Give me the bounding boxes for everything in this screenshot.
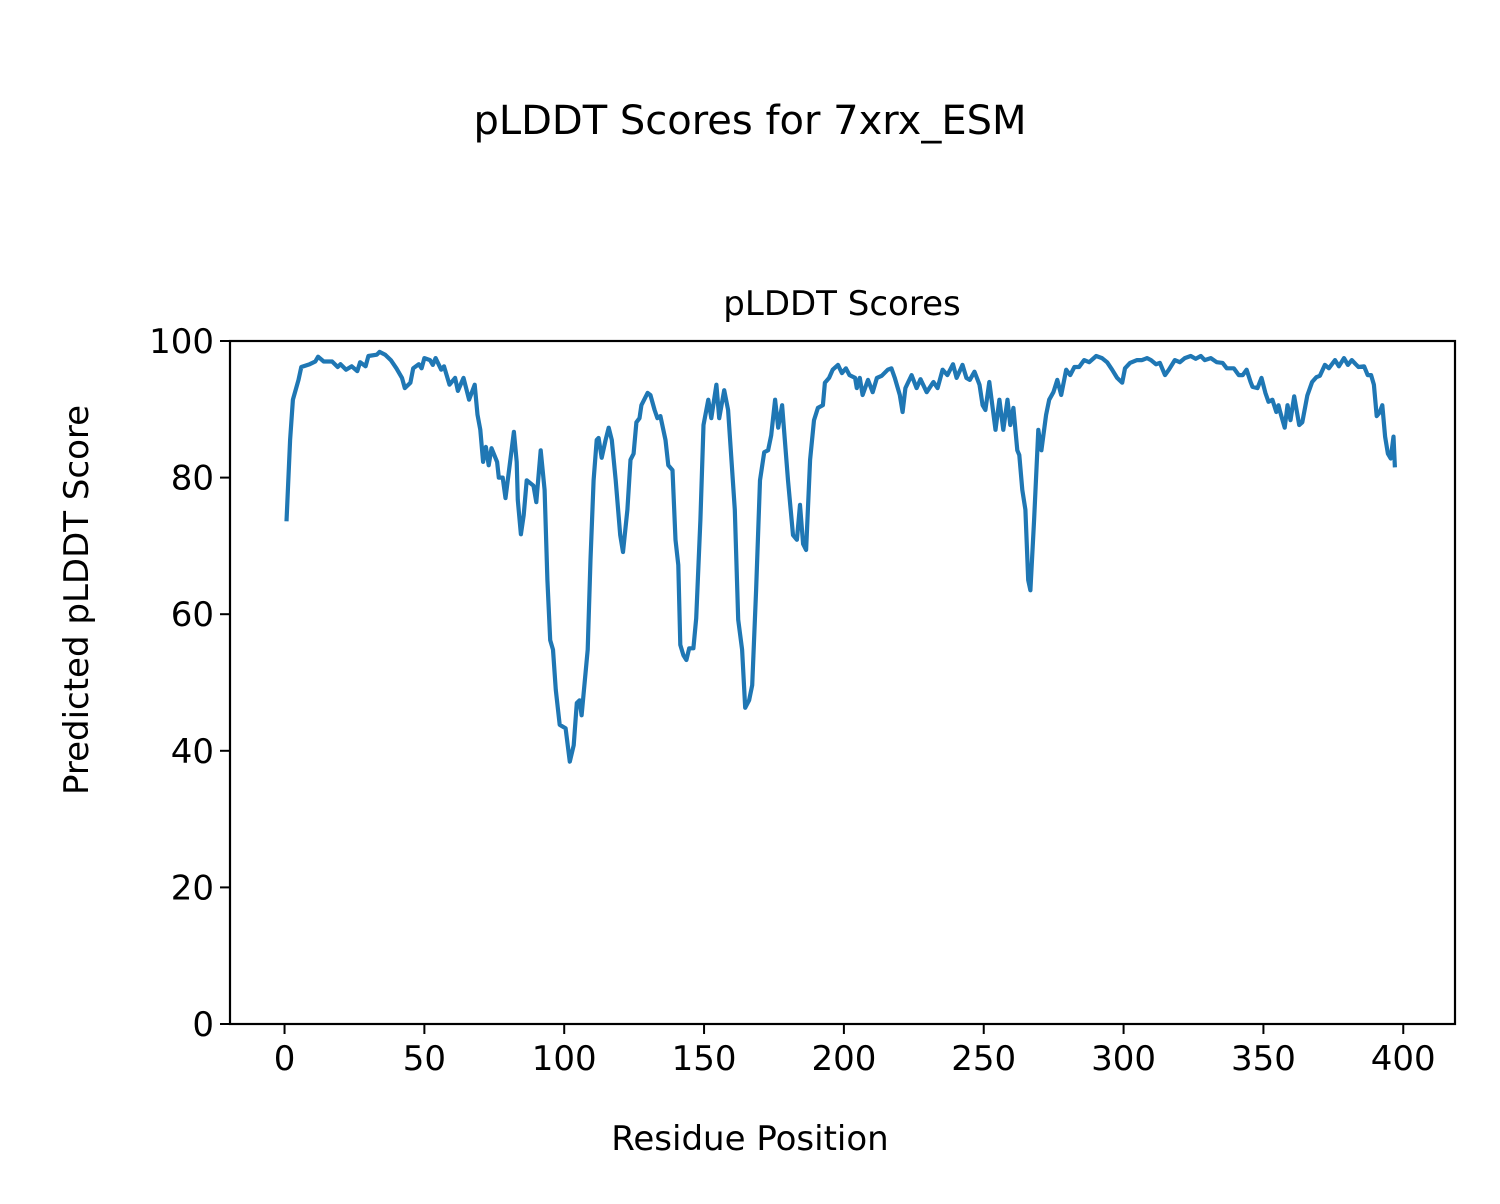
x-tick-label: 300 xyxy=(1091,1039,1156,1079)
y-tick-label: 60 xyxy=(171,595,214,635)
y-tick-label: 100 xyxy=(149,322,214,362)
figure-title: pLDDT Scores for 7xrx_ESM xyxy=(473,98,1026,144)
y-axis-label: Predicted pLDDT Score xyxy=(57,405,97,795)
y-tick-label: 20 xyxy=(171,868,214,908)
axes-title: pLDDT Scores xyxy=(723,284,960,324)
plot-area xyxy=(284,349,1397,764)
x-axis: 0 50 100 150 200 250 300 350 400 xyxy=(274,1024,1436,1079)
x-tick-label: 250 xyxy=(951,1039,1016,1079)
series-line-plddt xyxy=(284,349,1397,764)
y-tick-label: 80 xyxy=(171,459,214,499)
x-tick-label: 150 xyxy=(672,1039,737,1079)
x-tick-label: 200 xyxy=(811,1039,876,1079)
axes-frame xyxy=(228,339,1457,1026)
x-tick-label: 350 xyxy=(1231,1039,1296,1079)
x-tick-label: 100 xyxy=(532,1039,597,1079)
x-tick-label: 0 xyxy=(274,1039,296,1079)
x-tick-label: 50 xyxy=(403,1039,446,1079)
y-tick-label: 0 xyxy=(192,1005,214,1045)
x-tick-label: 400 xyxy=(1371,1039,1436,1079)
x-axis-label: Residue Position xyxy=(611,1119,888,1159)
y-tick-label: 40 xyxy=(171,732,214,772)
y-axis: 0 20 40 60 80 100 xyxy=(149,322,230,1045)
